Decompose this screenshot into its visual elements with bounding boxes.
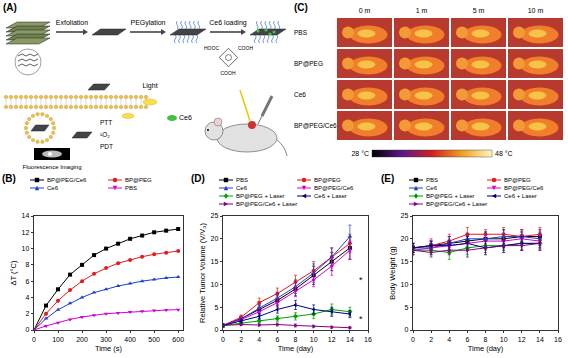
svg-text:400: 400 — [124, 336, 136, 343]
svg-text:0: 0 — [411, 336, 415, 343]
svg-text:8: 8 — [294, 336, 298, 343]
svg-text:10: 10 — [211, 281, 219, 288]
svg-text:PBS: PBS — [426, 177, 438, 183]
svg-text:PBS: PBS — [125, 185, 137, 191]
svg-text:PTT: PTT — [100, 119, 112, 126]
svg-text:BP@PEG/Ce6: BP@PEG/Ce6 — [314, 185, 354, 191]
svg-text:10: 10 — [310, 336, 318, 343]
svg-text:20: 20 — [401, 235, 409, 242]
svg-text:Ce6 + Laser: Ce6 + Laser — [314, 193, 347, 199]
svg-text:14: 14 — [536, 336, 544, 343]
svg-text:25: 25 — [211, 212, 219, 219]
svg-text:BP@PEG + Laser: BP@PEG + Laser — [236, 193, 285, 199]
svg-text:Ce6: Ce6 — [294, 91, 306, 98]
svg-text:PEGylation: PEGylation — [130, 19, 165, 27]
svg-text:4: 4 — [447, 336, 451, 343]
svg-text:Ce6: Ce6 — [236, 185, 248, 191]
svg-text:12: 12 — [22, 229, 30, 236]
svg-text:Ce6 loading: Ce6 loading — [209, 19, 246, 27]
svg-text:BP@PEG/Ce6: BP@PEG/Ce6 — [504, 185, 544, 191]
svg-text:(C): (C) — [294, 2, 308, 13]
svg-text:BP@PEG + Laser: BP@PEG + Laser — [426, 193, 475, 199]
svg-text:BP@PEG: BP@PEG — [504, 177, 531, 183]
svg-text:2: 2 — [429, 336, 433, 343]
svg-text:6: 6 — [465, 336, 469, 343]
svg-text:0: 0 — [32, 336, 36, 343]
svg-text:BP@PEG/Ce6: BP@PEG/Ce6 — [47, 177, 87, 183]
svg-text:100: 100 — [52, 336, 64, 343]
svg-text:10: 10 — [22, 245, 30, 252]
svg-text:0: 0 — [221, 336, 225, 343]
svg-text:2: 2 — [239, 336, 243, 343]
svg-text:4: 4 — [257, 336, 261, 343]
svg-text:PDT: PDT — [100, 143, 113, 150]
svg-text:14: 14 — [22, 212, 30, 219]
svg-text:5: 5 — [404, 304, 408, 311]
svg-text:15: 15 — [211, 258, 219, 265]
svg-text:Fluorescence Imaging: Fluorescence Imaging — [22, 164, 81, 170]
svg-text:(A): (A) — [3, 2, 17, 13]
svg-text:200: 200 — [76, 336, 88, 343]
svg-text:BP@PEG: BP@PEG — [314, 177, 341, 183]
svg-text:Time (day): Time (day) — [278, 344, 314, 353]
svg-text:2: 2 — [25, 310, 29, 317]
svg-text:BP@PEG: BP@PEG — [125, 177, 152, 183]
svg-text:14: 14 — [346, 336, 354, 343]
svg-text:0: 0 — [25, 326, 29, 333]
svg-text:8: 8 — [25, 261, 29, 268]
svg-text:300: 300 — [100, 336, 112, 343]
svg-text:16: 16 — [554, 336, 562, 343]
svg-text:Ce6: Ce6 — [426, 185, 438, 191]
svg-text:Relative Tumor Volume (V/V₀): Relative Tumor Volume (V/V₀) — [198, 223, 207, 323]
svg-text:4: 4 — [25, 294, 29, 301]
svg-text:0: 0 — [404, 326, 408, 333]
svg-text:(B): (B) — [2, 173, 16, 184]
svg-text:PBS: PBS — [294, 29, 308, 36]
svg-text:20: 20 — [211, 235, 219, 242]
svg-text:10: 10 — [500, 336, 508, 343]
svg-text:BP@PEG/Ce6 + Laser: BP@PEG/Ce6 + Laser — [426, 201, 487, 207]
svg-text:5: 5 — [214, 304, 218, 311]
svg-text:600: 600 — [172, 336, 184, 343]
svg-text:Ce6 + Laser: Ce6 + Laser — [504, 193, 537, 199]
svg-text:COOH: COOH — [238, 45, 253, 51]
svg-text:ΔT (°C): ΔT (°C) — [9, 260, 18, 285]
svg-text:PBS: PBS — [236, 177, 248, 183]
svg-text:0 m: 0 m — [359, 7, 371, 14]
svg-text:BP@PEG/Ce6: BP@PEG/Ce6 — [294, 122, 337, 129]
svg-text:12: 12 — [518, 336, 526, 343]
svg-text:¹O₂: ¹O₂ — [100, 131, 110, 138]
svg-text:Ce6: Ce6 — [47, 185, 59, 191]
svg-text:1 m: 1 m — [416, 7, 428, 14]
svg-text:(D): (D) — [191, 173, 205, 184]
svg-text:Time (s): Time (s) — [95, 344, 123, 353]
svg-text:28 °C: 28 °C — [351, 150, 369, 157]
svg-text:HOOC: HOOC — [204, 45, 219, 51]
svg-text:(E): (E) — [381, 173, 394, 184]
svg-text:BP@PEG: BP@PEG — [294, 60, 323, 67]
svg-text:500: 500 — [148, 336, 160, 343]
svg-text:6: 6 — [25, 278, 29, 285]
svg-text:16: 16 — [364, 336, 372, 343]
svg-text:0: 0 — [214, 326, 218, 333]
svg-text:Exfoliation: Exfoliation — [56, 19, 88, 26]
svg-text:10 m: 10 m — [528, 7, 544, 14]
svg-text:25: 25 — [401, 212, 409, 219]
svg-text:Ce6: Ce6 — [179, 114, 192, 121]
svg-text:5 m: 5 m — [473, 7, 485, 14]
svg-text:Light: Light — [142, 82, 157, 90]
svg-text:15: 15 — [401, 258, 409, 265]
svg-text:*: * — [359, 314, 363, 324]
svg-text:48 °C: 48 °C — [495, 150, 513, 157]
svg-text:6: 6 — [275, 336, 279, 343]
svg-text:12: 12 — [328, 336, 336, 343]
svg-text:8: 8 — [484, 336, 488, 343]
svg-text:COOH: COOH — [221, 70, 236, 76]
svg-text:10: 10 — [401, 281, 409, 288]
svg-text:BP@PEG/Ce6 + Laser: BP@PEG/Ce6 + Laser — [236, 201, 297, 207]
svg-text:*: * — [359, 275, 363, 285]
svg-text:Body Weight (g): Body Weight (g) — [388, 246, 397, 300]
svg-text:Time (day): Time (day) — [468, 344, 504, 353]
